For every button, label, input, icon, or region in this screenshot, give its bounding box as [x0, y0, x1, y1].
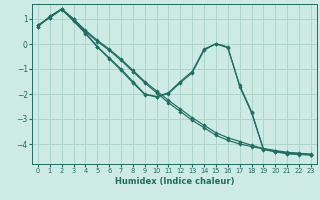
X-axis label: Humidex (Indice chaleur): Humidex (Indice chaleur)	[115, 177, 234, 186]
